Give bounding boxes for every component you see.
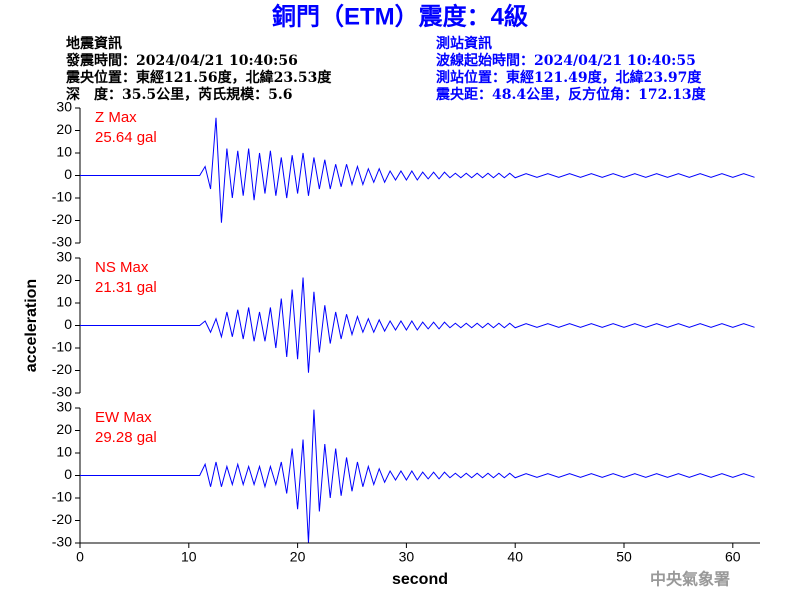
y-tick-label: -20	[52, 511, 72, 527]
x-tick-label: 50	[616, 549, 632, 565]
y-tick-label: -20	[52, 361, 72, 377]
max-label: 25.64 gal	[95, 129, 157, 146]
y-tick-label: -20	[52, 211, 72, 227]
station-info: 波線起始時間：2024/04/21 10:40:55	[436, 52, 696, 69]
y-tick-label: -30	[52, 234, 72, 250]
footer: 中央氣象署	[650, 570, 730, 589]
y-tick-label: 0	[64, 166, 72, 182]
y-tick-label: 10	[56, 144, 72, 160]
y-tick-label: 30	[56, 99, 72, 115]
component-label: NS Max	[95, 259, 149, 276]
station-info: 測站位置：東經121.49度，北緯23.97度	[436, 69, 702, 86]
chart-title: 銅門（ETM）震度：4級	[272, 2, 528, 30]
x-tick-label: 60	[725, 549, 741, 565]
x-tick-label: 40	[507, 549, 523, 565]
y-tick-label: -10	[52, 489, 72, 505]
y-tick-label: -30	[52, 384, 72, 400]
component-label: EW Max	[95, 409, 152, 426]
x-tick-label: 10	[181, 549, 197, 565]
max-label: 29.28 gal	[95, 429, 157, 446]
y-tick-label: -10	[52, 339, 72, 355]
waveform	[80, 277, 755, 373]
quake-info: 震央位置：東經121.56度，北緯23.53度	[65, 69, 332, 86]
y-tick-label: -30	[52, 534, 72, 550]
station-info: 震央距：48.4公里，反方位角：172.13度	[435, 86, 707, 103]
y-tick-label: 20	[56, 421, 72, 437]
y-tick-label: 30	[56, 399, 72, 415]
waveform	[80, 117, 755, 223]
y-tick-label: 20	[56, 121, 72, 137]
y-tick-label: -10	[52, 189, 72, 205]
y-axis-label: acceleration	[23, 279, 40, 372]
waveform	[80, 409, 755, 544]
y-tick-label: 10	[56, 444, 72, 460]
y-tick-label: 0	[64, 466, 72, 482]
y-tick-label: 0	[64, 316, 72, 332]
quake-info: 發震時間：2024/04/21 10:40:56	[65, 52, 298, 69]
y-tick-label: 30	[56, 249, 72, 265]
y-tick-label: 20	[56, 271, 72, 287]
quake-info: 地震資訊	[66, 35, 122, 52]
y-tick-label: 10	[56, 294, 72, 310]
component-label: Z Max	[95, 109, 137, 126]
x-axis-label: second	[392, 571, 448, 588]
max-label: 21.31 gal	[95, 279, 157, 296]
x-tick-label: 30	[399, 549, 415, 565]
x-tick-label: 20	[290, 549, 306, 565]
x-tick-label: 0	[76, 549, 84, 565]
quake-info: 深 度：35.5公里，芮氏規模：5.6	[66, 86, 292, 103]
station-info: 測站資訊	[436, 35, 492, 52]
